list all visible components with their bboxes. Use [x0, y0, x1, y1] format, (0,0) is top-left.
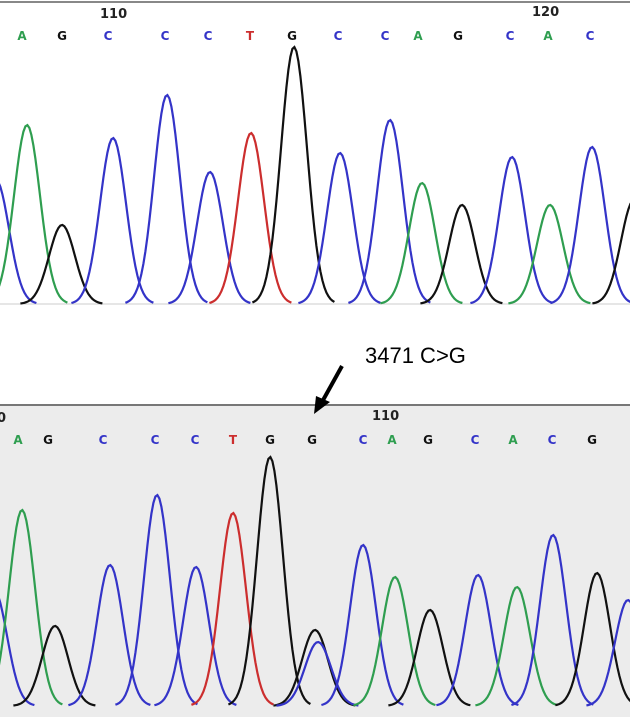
base-call: T [229, 433, 238, 447]
top-panel [0, 0, 630, 310]
arrow-head [314, 396, 330, 414]
base-call: G [307, 433, 317, 447]
base-call: A [543, 29, 553, 43]
trace-peak [436, 573, 519, 707]
base-call: C [334, 29, 343, 43]
trace-peak [388, 608, 471, 707]
trace-peak [68, 563, 151, 707]
trace-peak [550, 145, 630, 305]
base-call: C [381, 29, 390, 43]
trace-peak [321, 543, 404, 707]
base-call: C [471, 433, 480, 447]
trace-peak [20, 223, 103, 305]
base-call: A [413, 29, 423, 43]
base-call: C [548, 433, 557, 447]
trace-peak [168, 170, 251, 305]
base-call: C [191, 433, 200, 447]
trace-peak [0, 598, 35, 707]
position-number: 110 [372, 409, 399, 424]
arrow-shaft [320, 365, 344, 403]
trace-peak [13, 624, 96, 707]
trace-peak [511, 533, 594, 707]
trace-peak [508, 203, 591, 305]
trace-peak [154, 565, 237, 707]
base-call: C [104, 29, 113, 43]
trace-peak [0, 183, 37, 305]
base-call: A [387, 433, 397, 447]
position-number: 0 [0, 411, 6, 426]
trace-peak [0, 123, 68, 304]
trace-peak [115, 493, 198, 706]
base-call: G [265, 433, 275, 447]
labels: 110 120 A G C C C T G C C A G C A C 0 110 A G C C C T G G C A G C A C G [0, 5, 597, 447]
trace-peak [475, 585, 558, 707]
base-call: C [161, 29, 170, 43]
base-call: C [359, 433, 368, 447]
trace-peak [209, 131, 292, 305]
trace-peak [0, 508, 63, 706]
trace-peak [191, 511, 274, 706]
base-call: C [204, 29, 213, 43]
trace-peak [353, 575, 436, 707]
base-call: C [586, 29, 595, 43]
trace-peak [420, 203, 503, 305]
position-number: 120 [532, 5, 559, 20]
base-call: A [508, 433, 518, 447]
trace-peak [298, 151, 381, 305]
base-call: A [13, 433, 23, 447]
base-call: G [453, 29, 463, 43]
trace-peak [348, 118, 431, 304]
base-call: G [43, 433, 53, 447]
trace-peak [273, 628, 356, 707]
base-call: C [99, 433, 108, 447]
base-call: C [506, 29, 515, 43]
base-call: A [17, 29, 27, 43]
mutation-label: 3471 C>G [365, 343, 466, 368]
trace-peak [251, 45, 335, 304]
base-call: G [423, 433, 433, 447]
base-call: C [151, 433, 160, 447]
trace-peak [586, 598, 630, 707]
bottom-panel [0, 405, 630, 717]
trace-peak [380, 181, 463, 305]
base-call: G [57, 29, 67, 43]
base-call: T [246, 29, 255, 43]
traces [0, 45, 630, 707]
base-call: G [587, 433, 597, 447]
trace-peak [592, 202, 630, 305]
trace-peak [124, 93, 208, 304]
trace-peak [555, 571, 630, 707]
position-number: 110 [100, 7, 127, 22]
trace-peak [276, 640, 359, 707]
base-call: G [287, 29, 297, 43]
trace-peak [470, 155, 553, 305]
